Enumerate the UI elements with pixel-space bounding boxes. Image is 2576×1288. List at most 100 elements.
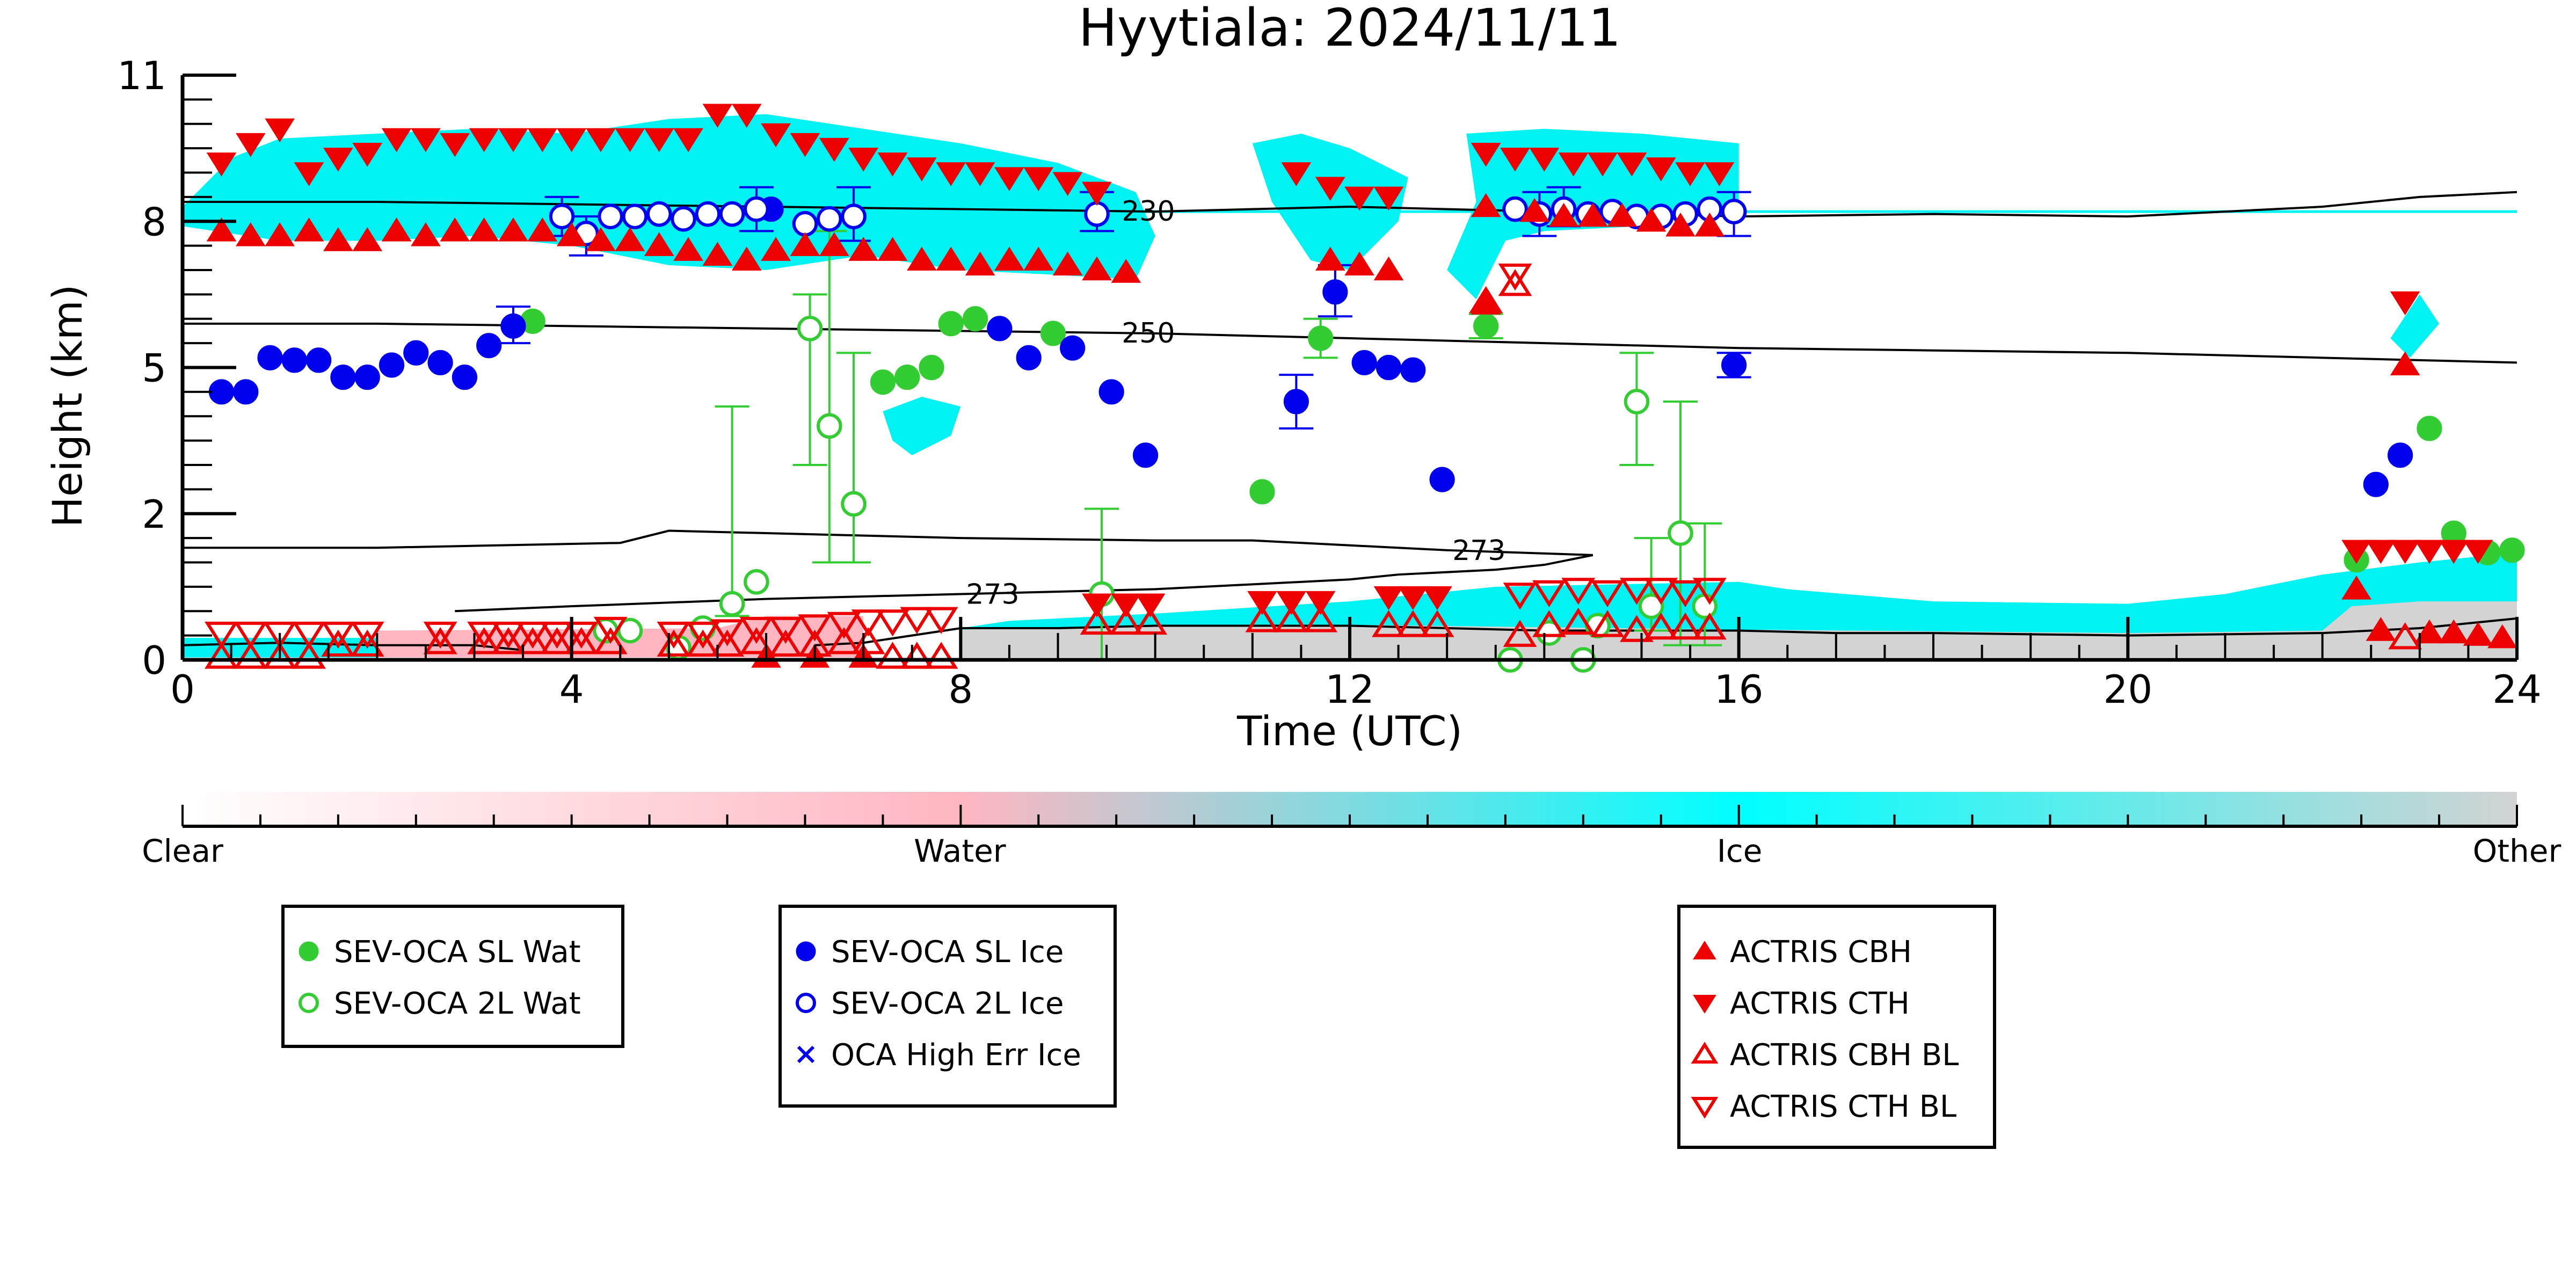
data-point xyxy=(1498,263,1532,291)
data-point xyxy=(1098,379,1124,405)
data-point xyxy=(403,340,429,366)
data-point xyxy=(1111,259,1141,283)
isotherm-line xyxy=(183,322,2517,364)
data-point xyxy=(1132,442,1159,468)
data-point xyxy=(1471,143,1501,167)
data-point xyxy=(1111,593,1141,617)
data-point xyxy=(1060,335,1086,361)
data-point xyxy=(469,128,499,152)
x-tick-label: 16 xyxy=(1714,667,1764,712)
data-point xyxy=(205,621,238,649)
data-point xyxy=(1080,607,1114,635)
data-point xyxy=(877,152,908,177)
data-point xyxy=(1675,162,1705,186)
data-point xyxy=(686,621,720,649)
legend-marker xyxy=(1693,941,1716,959)
data-point xyxy=(994,167,1024,191)
data-point xyxy=(1274,605,1308,632)
data-point xyxy=(1040,321,1066,346)
data-point xyxy=(686,629,720,657)
data-point xyxy=(1344,251,1374,276)
data-point xyxy=(2390,291,2420,316)
data-point xyxy=(540,627,574,654)
data-point xyxy=(819,137,849,162)
data-point xyxy=(330,365,356,390)
legend-label: ACTRIS CTH xyxy=(1730,986,1910,1021)
legend-label: SEV-OCA SL Ice xyxy=(831,935,1064,970)
colorbar-label: Other xyxy=(2473,833,2562,869)
data-point xyxy=(819,232,849,256)
data-point xyxy=(2463,622,2493,646)
colorbar: Clear Water Ice Other xyxy=(142,792,2561,869)
data-point xyxy=(491,627,526,654)
data-point xyxy=(1429,467,1455,492)
x-tick-label: 4 xyxy=(559,667,584,712)
chart-title: Hyytiala: 2024/11/11 xyxy=(1079,0,1621,58)
data-point xyxy=(1498,269,1532,296)
data-point xyxy=(423,621,457,649)
data-point xyxy=(1636,207,1667,232)
data-point xyxy=(1304,605,1338,632)
data-point xyxy=(350,621,384,649)
data-point xyxy=(876,609,909,637)
data-point xyxy=(1721,199,1747,224)
data-point xyxy=(236,133,266,157)
data-point xyxy=(540,621,574,649)
data-point xyxy=(234,621,268,649)
data-point xyxy=(2439,619,2469,644)
data-point xyxy=(1503,583,1537,610)
legend-marker xyxy=(299,993,319,1013)
legend-marker xyxy=(797,1045,815,1064)
data-point xyxy=(790,133,820,157)
data-point xyxy=(549,203,575,229)
data-point xyxy=(739,627,774,654)
data-point xyxy=(792,210,818,237)
data-point xyxy=(2499,537,2525,563)
data-point xyxy=(1372,610,1406,637)
legend-label: SEV-OCA 2L Ice xyxy=(831,986,1064,1021)
data-point xyxy=(919,354,944,381)
data-point xyxy=(790,232,820,256)
data-point xyxy=(1578,202,1608,227)
series-actris-cbh-bl xyxy=(205,269,2422,669)
data-point xyxy=(1396,610,1430,637)
data-point xyxy=(381,128,412,152)
data-point xyxy=(876,642,909,669)
data-point xyxy=(1646,157,1676,181)
data-point xyxy=(877,237,908,261)
data-point xyxy=(987,316,1013,341)
plot-area: 230 250 273 273 xyxy=(182,104,2525,673)
data-point xyxy=(1052,172,1083,196)
data-point xyxy=(1247,591,1277,615)
data-point xyxy=(1082,181,1112,206)
data-point xyxy=(1420,610,1454,637)
data-point xyxy=(2390,351,2420,376)
data-point xyxy=(381,217,412,242)
data-point xyxy=(2417,416,2442,441)
data-point xyxy=(233,379,259,405)
data-point xyxy=(452,365,477,390)
data-point xyxy=(1305,591,1336,615)
cloud-region-ice xyxy=(2390,294,2440,358)
legend-marker xyxy=(1691,1042,1719,1064)
colorbar-label: Clear xyxy=(142,833,223,869)
series-sev-oca-sl-ice xyxy=(208,196,2413,497)
data-point xyxy=(292,642,326,669)
data-point xyxy=(1084,201,1110,227)
data-point xyxy=(263,621,297,649)
legend-label: ACTRIS CBH BL xyxy=(1730,1038,1959,1073)
data-point xyxy=(965,251,995,276)
data-point xyxy=(870,369,896,395)
data-point xyxy=(1109,607,1143,635)
data-point xyxy=(586,227,616,251)
legend-layer: SEV-OCA SL Wat SEV-OCA 2L Wat SEV-OCA SL I… xyxy=(281,905,1996,1149)
data-point xyxy=(848,237,878,261)
data-point xyxy=(205,642,238,669)
data-point xyxy=(702,104,733,128)
data-point xyxy=(900,642,934,669)
data-point xyxy=(306,347,332,373)
data-point xyxy=(440,217,470,242)
data-point xyxy=(761,237,791,261)
data-point xyxy=(1471,193,1501,217)
data-point xyxy=(1376,354,1402,381)
